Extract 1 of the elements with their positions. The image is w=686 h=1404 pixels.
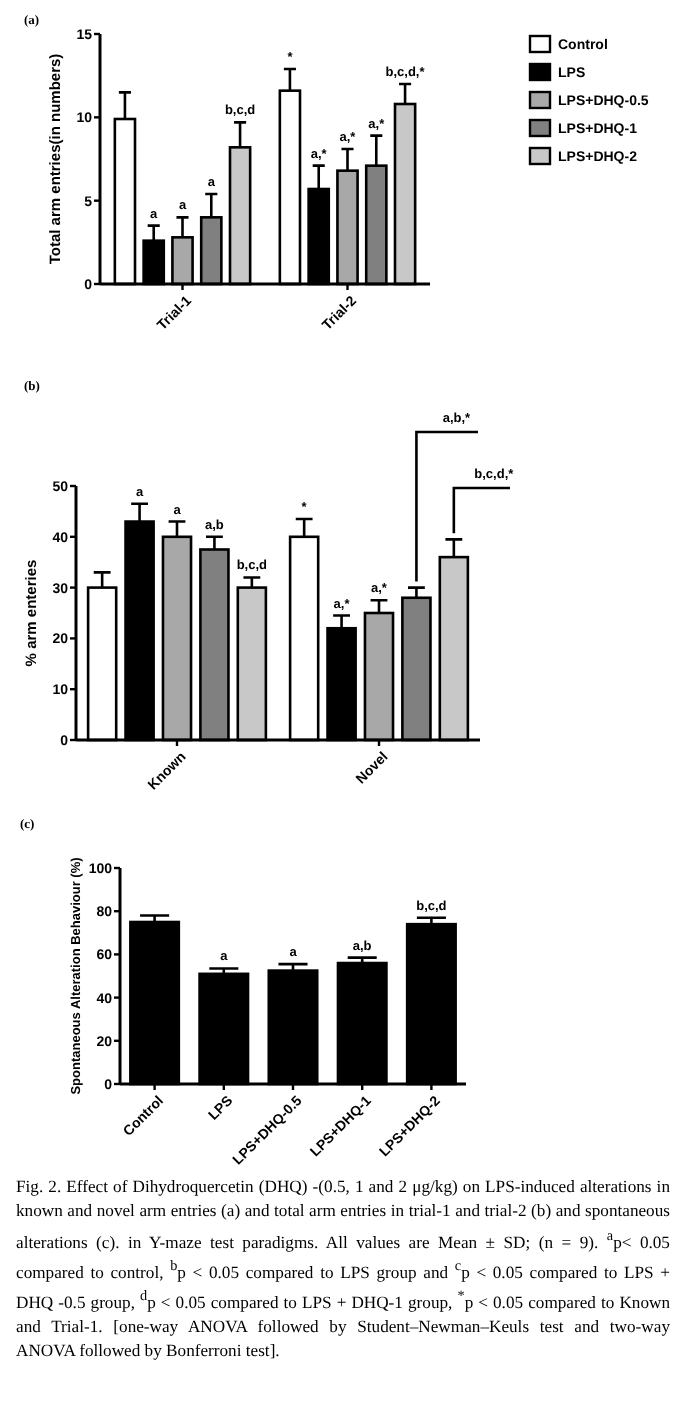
text: Fig. 2. Effect of Dihydroquercetin (DHQ) -(0.5, 1 and 2 μg/kg) on LPS-induced alterations in known and novel arm entries (a) and total arm entries in trial-1 and trial-2 (b) and spontaneous alterations (c). in Y-maze test paradigms. All values are Mean ± SD; (n = 9). $^{a}$p< 0.05 compared to control, $^{b}$p < 0.05 compared to LPS group and $^{c}$p < 0.05 compared to LPS + DHQ -0.5 group, $^{d}$p < 0.05 compared to LPS + DHQ-1 group, $^{*}$p < 0.05 compared to Known and Trial-1. [one-way ANOVA followed by Student–Newman–Keuls test and two-way ANOVA followed by Bonferroni test].: [16, 1176, 671, 1361]
